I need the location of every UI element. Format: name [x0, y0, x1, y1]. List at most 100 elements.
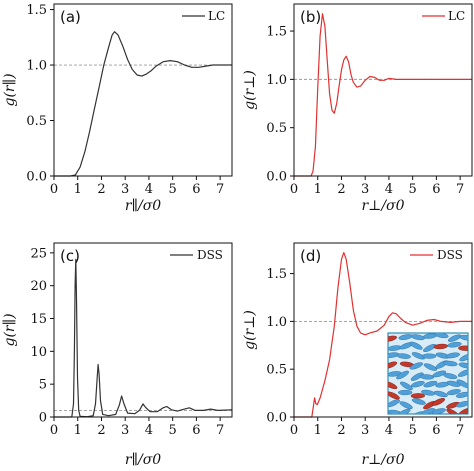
- series-line: [294, 13, 472, 177]
- x-tick-label: 6: [192, 423, 200, 438]
- particle: [459, 353, 468, 362]
- x-tick-label: 3: [361, 182, 369, 197]
- particle: [409, 362, 424, 370]
- x-tick-label: 1: [314, 182, 322, 197]
- panel-label: (b): [300, 8, 321, 26]
- x-tick-label: 2: [337, 182, 345, 197]
- series-line: [54, 31, 232, 177]
- series-line: [294, 252, 472, 418]
- particle: [456, 401, 468, 408]
- inset-snapshot: [387, 332, 469, 415]
- particle: [434, 333, 449, 339]
- x-tick-label: 4: [385, 182, 393, 197]
- panel-label: (c): [60, 247, 80, 265]
- plot-frame: [53, 3, 233, 177]
- plot-frame: [53, 242, 233, 418]
- x-tick-label: 2: [97, 423, 105, 438]
- y-tick-label: 1.0: [26, 59, 47, 74]
- particle: [388, 381, 398, 390]
- y-axis-label: g(r⊥): [242, 310, 258, 350]
- particle: [399, 401, 413, 410]
- particle: [431, 398, 446, 406]
- panel-label: (a): [60, 8, 81, 26]
- legend-label: LC: [208, 9, 225, 23]
- x-tick-label: 0: [290, 423, 298, 438]
- particle: [443, 373, 458, 380]
- particle: [421, 408, 436, 414]
- x-tick-label: 4: [145, 182, 153, 197]
- x-tick-label: 2: [337, 423, 345, 438]
- panel-a: (a) LC r∥/σ0 g(r∥) 0 1 2 3 4 5 6 70.00.51.01.5: [2, 3, 233, 214]
- panel-label: (d): [300, 247, 321, 265]
- y-tick-label: 1.5: [266, 267, 287, 282]
- particle: [447, 341, 462, 348]
- x-tick-label: 6: [192, 182, 200, 197]
- y-axis-label: g(r⊥): [242, 70, 258, 110]
- particle: [457, 408, 468, 414]
- particle: [423, 380, 438, 388]
- x-tick-label: 1: [74, 182, 82, 197]
- y-tick-label: 0: [39, 411, 47, 426]
- particle: [446, 380, 461, 387]
- x-tick-label: 0: [50, 182, 58, 197]
- particle: [398, 389, 413, 396]
- legend-label: DSS: [197, 248, 223, 262]
- series-line: [54, 258, 233, 418]
- x-axis-label: r⊥/σ0: [361, 198, 404, 214]
- x-tick-label: 6: [432, 423, 440, 438]
- particle: [431, 408, 446, 414]
- y-tick-label: 5: [39, 378, 47, 393]
- particle: [459, 335, 468, 341]
- y-tick-label: 0.5: [266, 121, 287, 136]
- legend-label: LC: [448, 9, 465, 23]
- particle: [457, 369, 468, 377]
- panel-b: (b) LC r⊥/σ0 g(r⊥) 0 1 2 3 4 5 6 70.00.51.01.5: [242, 3, 473, 214]
- x-tick-label: 6: [432, 182, 440, 197]
- particle: [388, 335, 398, 342]
- panel-d: (d) DSS r⊥/σ0 g(r⊥) 0 1 2 3 4 5 6 70.00.51.01.5: [242, 242, 473, 468]
- x-tick-label: 3: [121, 423, 129, 438]
- particle: [446, 408, 460, 414]
- x-tick-label: 7: [216, 182, 224, 197]
- y-tick-label: 1.0: [266, 315, 287, 330]
- y-tick-label: 25: [30, 246, 47, 261]
- particle: [458, 345, 468, 351]
- particle: [410, 381, 425, 388]
- particle: [410, 372, 424, 381]
- particle: [445, 352, 461, 359]
- x-tick-label: 3: [121, 182, 129, 197]
- y-tick-label: 1.5: [266, 25, 287, 40]
- x-tick-label: 0: [50, 423, 58, 438]
- x-axis-label: r⊥/σ0: [361, 452, 404, 468]
- particle: [397, 408, 411, 414]
- x-tick-label: 0: [290, 182, 298, 197]
- plot-frame: [293, 3, 473, 177]
- y-tick-label: 1.5: [26, 3, 47, 18]
- y-axis-label: g(r∥): [2, 313, 18, 346]
- x-tick-label: 3: [361, 423, 369, 438]
- particle: [409, 341, 423, 350]
- y-tick-label: 10: [30, 345, 47, 360]
- legend-label: DSS: [437, 248, 463, 262]
- y-tick-label: 0.0: [266, 411, 287, 426]
- particle: [455, 391, 468, 398]
- particle: [411, 398, 426, 405]
- particle: [456, 379, 468, 388]
- particle: [410, 393, 426, 399]
- particle: [396, 370, 409, 380]
- x-tick-label: 5: [169, 423, 177, 438]
- y-tick-label: 0.5: [266, 363, 287, 378]
- particle: [443, 360, 458, 367]
- y-tick-label: 15: [30, 312, 47, 327]
- y-tick-label: 0.5: [26, 114, 47, 129]
- particle: [458, 362, 468, 369]
- x-tick-label: 7: [456, 423, 464, 438]
- particle: [433, 390, 448, 398]
- particle: [388, 361, 398, 369]
- particle: [399, 381, 413, 391]
- particle: [423, 363, 438, 371]
- x-tick-label: 5: [409, 182, 417, 197]
- y-tick-label: 0.0: [266, 170, 287, 185]
